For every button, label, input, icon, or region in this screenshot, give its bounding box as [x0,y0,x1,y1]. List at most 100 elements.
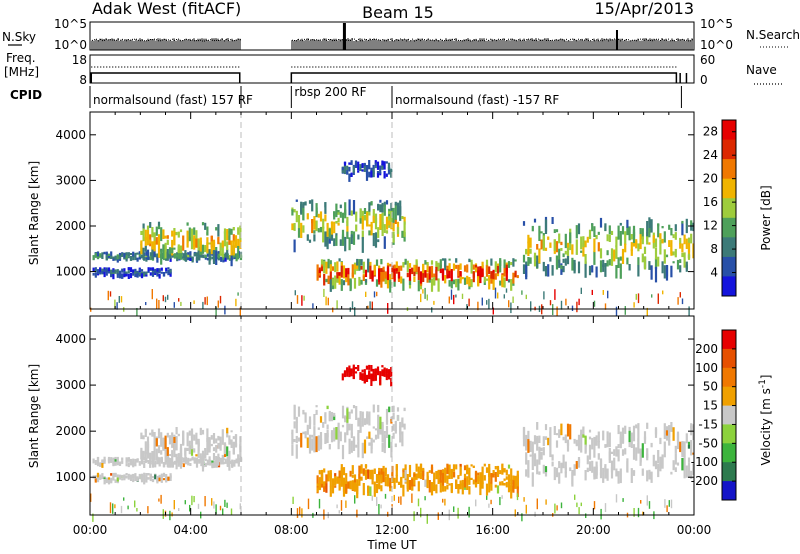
echo-cell [396,227,400,235]
echo-cell [381,442,384,452]
echo-cell [371,270,374,278]
echo-cell [624,243,627,253]
echo-cell [206,450,209,456]
echo-cell [544,219,548,234]
ground-scatter-cell [367,305,369,310]
ground-scatter-cell [549,300,552,306]
echo-cell [94,267,97,271]
echo-cell [335,221,338,224]
echo-cell [101,460,104,466]
time-tick-label: 12:00 [375,523,410,537]
echo-cell [385,369,388,378]
echo-cell [455,258,458,263]
echo-cell [96,472,100,478]
echo-cell [350,234,353,238]
echo-cell [204,254,207,258]
ground-scatter-cell [114,299,116,309]
echo-cell [356,484,359,488]
echo-cell [408,464,412,478]
echo-cell [435,269,438,281]
echo-cell [355,444,358,448]
echo-cell [350,230,353,235]
echo-cell [646,448,649,458]
y-tick-label: 1000 [55,265,86,279]
time-tick-label: 00:00 [73,523,108,537]
echo-cell [165,474,168,479]
echo-cell [382,465,385,472]
echo-cell [555,467,559,478]
ground-scatter-cell [585,513,587,518]
echo-cell [343,372,347,376]
ground-scatter-cell [637,293,640,304]
echo-cell [457,264,460,277]
echo-cell [441,485,445,492]
echo-cell [379,377,382,385]
echo-cell [140,450,143,460]
echo-cell [505,267,508,281]
echo-cell [132,478,135,483]
echo-cell [379,204,382,213]
echo-cell [121,457,124,461]
colorbar-swatch [722,443,736,463]
echo-cell [336,478,339,482]
echo-cell [395,474,398,483]
echo-cell [149,254,152,261]
echo-cell [555,255,559,270]
echo-cell [226,241,229,251]
echo-cell [352,166,355,173]
echo-cell [474,264,478,268]
echo-cell [577,223,581,235]
echo-cell [176,254,179,258]
echo-cell [488,266,491,275]
echo-cell [103,251,106,255]
echo-cell [681,451,684,458]
echo-cell [157,445,161,451]
echo-cell [533,252,537,267]
ground-scatter-cell [580,502,582,507]
echo-cell [690,423,693,429]
echo-cell [343,370,347,373]
echo-cell [302,202,305,208]
echo-cell [105,267,108,273]
echo-cell [162,437,165,447]
echo-cell [237,462,240,467]
echo-cell [681,458,684,471]
echo-cell [496,267,500,274]
echo-cell [679,265,682,273]
echo-cell [430,278,434,292]
echo-cell [457,484,460,494]
ground-scatter-cell [633,302,635,308]
echo-cell [211,256,214,260]
ground-scatter-cell [327,297,329,306]
echo-cell [575,239,578,253]
ground-scatter-cell [576,502,578,508]
echo-cell [226,457,229,460]
echo-cell [190,241,194,250]
echo-cell [593,251,596,265]
echo-cell [593,238,596,253]
echo-cell [149,474,152,479]
ground-scatter-cell [120,296,123,303]
echo-cell [193,458,196,464]
echo-cell [325,474,328,484]
echo-cell [342,280,346,286]
echo-cell [293,439,296,443]
echo-cell [538,446,541,462]
echo-cell [304,431,307,439]
echo-cell [544,247,548,251]
ground-scatter-cell [468,298,470,307]
echo-cell [195,230,198,239]
echo-cell [322,218,325,229]
freq-top-tick: 18 [72,53,87,67]
echo-cell [657,223,660,238]
echo-cell [140,432,143,440]
echo-cell [417,266,420,281]
echo-cell [604,444,607,448]
echo-cell [228,450,231,458]
echo-cell [426,476,429,489]
echo-cell [593,226,596,237]
colorbar-swatch [722,120,736,141]
nsky-bars [91,38,693,50]
echo-cell [129,267,133,273]
